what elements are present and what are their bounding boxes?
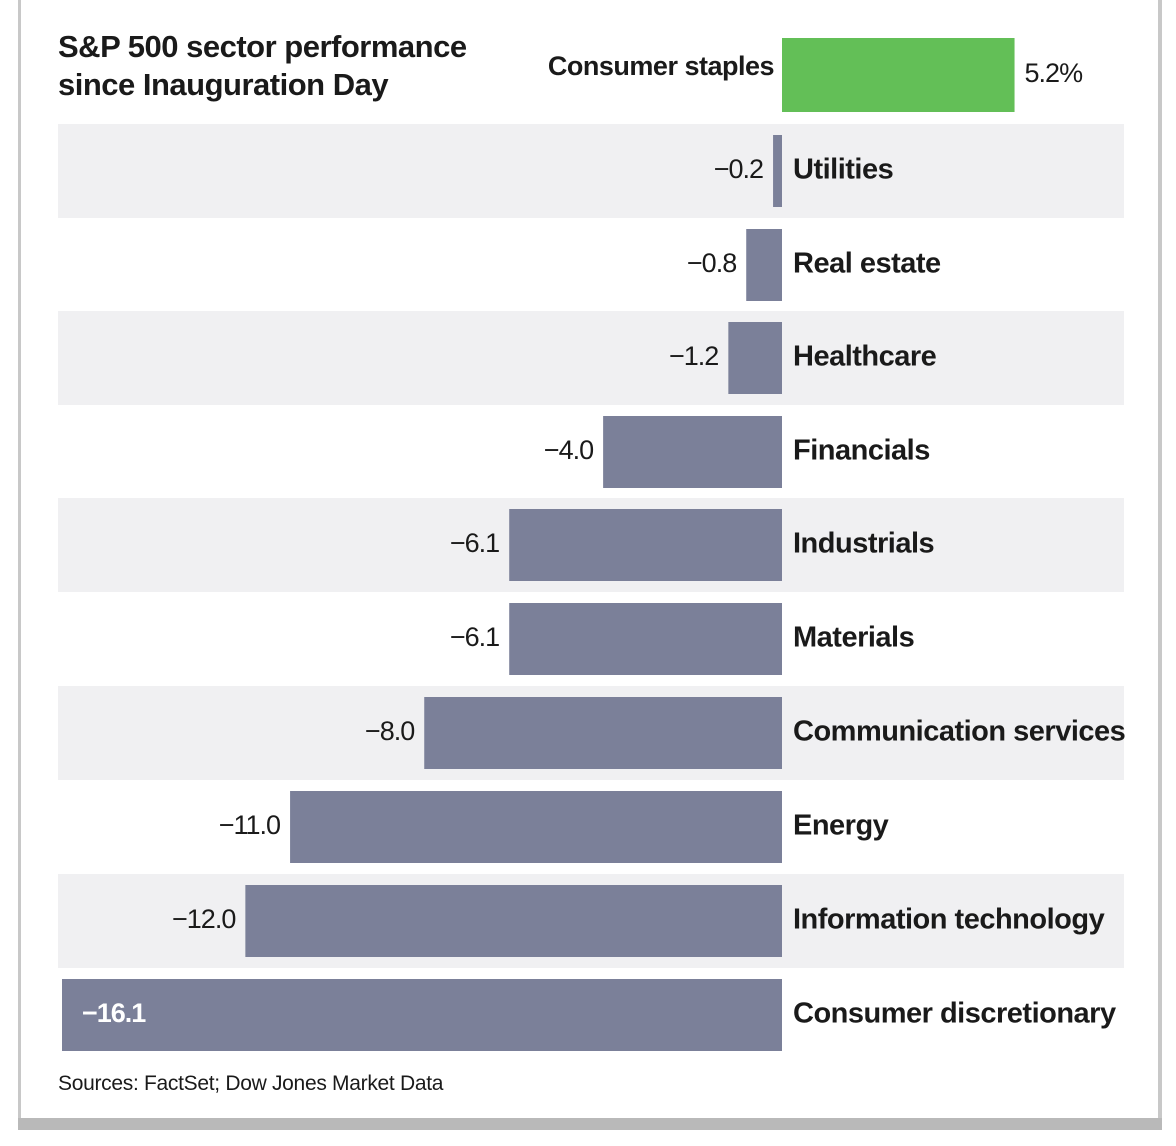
category-label: Energy [793, 810, 889, 842]
value-label: −0.8 [687, 248, 736, 278]
value-label: −12.0 [172, 904, 235, 934]
row-band [58, 124, 1124, 218]
frame-bottom-border [18, 1118, 1162, 1130]
frame-left-border [18, 0, 21, 1124]
bar-financials [603, 416, 782, 488]
value-label: −0.2 [714, 154, 763, 184]
row-band [58, 311, 1124, 405]
bar-information-technology [245, 885, 783, 957]
value-label: −1.2 [669, 341, 718, 371]
chart-title-line-2: since Inauguration Day [58, 67, 389, 102]
bar-consumer-discretionary [62, 979, 782, 1051]
category-label: Healthcare [793, 341, 937, 373]
chart-title-line-1: S&P 500 sector performance [58, 29, 467, 64]
bar-real-estate [746, 229, 782, 301]
category-label: Information technology [793, 904, 1105, 936]
bar-materials [509, 603, 782, 675]
bar-communication-services [424, 697, 782, 769]
bar-utilities [773, 135, 782, 207]
category-label: Real estate [793, 248, 941, 280]
value-label: −11.0 [219, 810, 280, 840]
frame-right-border [1158, 0, 1162, 1124]
chart-title: S&P 500 sector performance since Inaugur… [58, 28, 467, 104]
category-label: Consumer staples [548, 51, 774, 81]
value-label: −6.1 [450, 622, 499, 652]
value-label: −8.0 [365, 716, 414, 746]
bar-healthcare [728, 322, 782, 394]
category-label: Communication services [793, 716, 1125, 748]
chart-source: Sources: FactSet; Dow Jones Market Data [58, 1072, 444, 1095]
value-label: 5.2% [1025, 58, 1084, 88]
category-label: Utilities [793, 154, 893, 186]
bar-energy [290, 791, 782, 863]
value-label: −6.1 [450, 528, 499, 558]
value-label: −4.0 [544, 435, 593, 465]
value-label: −16.1 [82, 998, 146, 1028]
category-label: Consumer discretionary [793, 998, 1116, 1030]
bar-consumer-staples [782, 38, 1015, 112]
bar-industrials [509, 509, 782, 581]
category-label: Industrials [793, 528, 934, 560]
category-label: Materials [793, 622, 914, 654]
category-label: Financials [793, 435, 930, 467]
